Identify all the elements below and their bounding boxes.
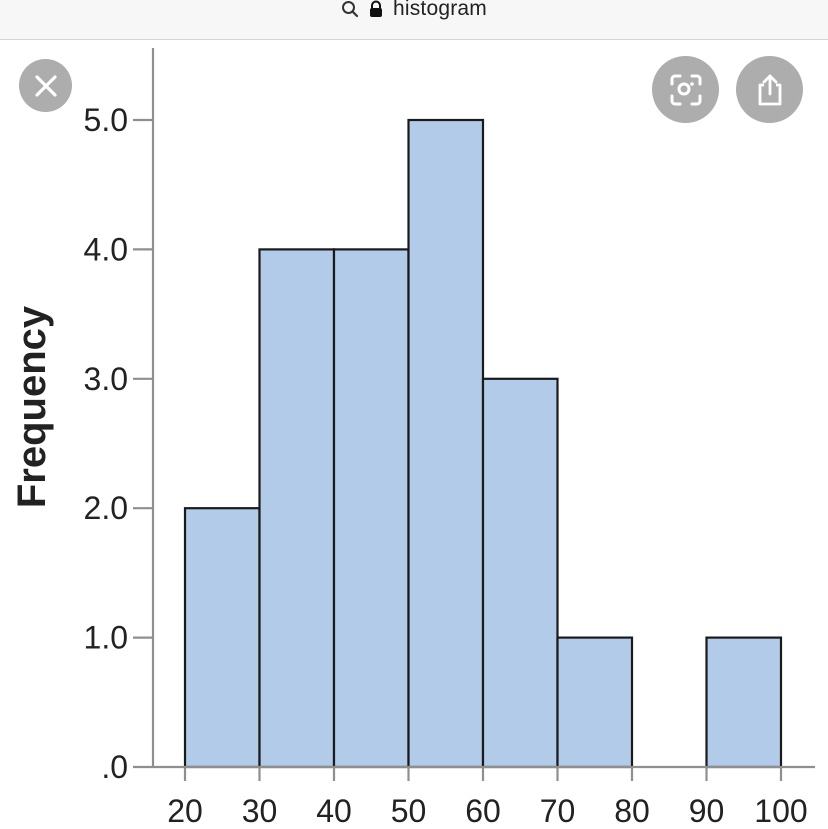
y-tick-label: 2.0 <box>84 490 128 526</box>
close-button[interactable] <box>19 59 72 112</box>
histogram-bar-50-60 <box>407 118 485 769</box>
y-tick-label: .0 <box>101 749 128 785</box>
histogram-bar-40-50 <box>332 248 410 769</box>
y-tick-label: 5.0 <box>84 102 128 138</box>
histogram-bar-60-70 <box>481 377 559 769</box>
x-tick-label: 70 <box>540 793 576 829</box>
y-tick-label: 1.0 <box>84 620 128 656</box>
y-tick-label: 4.0 <box>84 231 128 267</box>
histogram-bar-30-40 <box>258 248 336 769</box>
search-icon <box>341 0 359 18</box>
histogram-bar-90-100 <box>705 636 783 769</box>
url-text: histogram <box>392 0 487 20</box>
histogram-bars <box>183 118 783 769</box>
share-icon <box>755 73 785 107</box>
histogram-bar-20-30 <box>183 507 261 769</box>
x-tick-label: 50 <box>391 793 427 829</box>
x-tick-label: 20 <box>167 793 203 829</box>
x-axis-ticks: 20 30 40 50 60 70 80 90 100 <box>167 767 808 829</box>
x-tick-label: 80 <box>614 793 650 829</box>
y-axis-ticks: .0 1.0 2.0 3.0 4.0 5.0 <box>84 102 153 785</box>
x-tick-label: 40 <box>316 793 352 829</box>
x-tick-label: 100 <box>754 793 807 829</box>
y-axis-label: Frequency <box>10 305 54 508</box>
y-tick-label: 3.0 <box>84 361 128 397</box>
visual-lookup-button[interactable] <box>652 56 719 123</box>
close-icon <box>33 73 59 99</box>
x-tick-label: 30 <box>242 793 278 829</box>
url-bar[interactable]: histogram <box>0 0 828 40</box>
histogram-bar-70-80 <box>556 636 634 769</box>
visual-lookup-icon <box>669 73 703 107</box>
histogram-chart: .0 1.0 2.0 3.0 4.0 5.0 20 30 40 50 60 70 80 90 100 Fr… <box>10 48 815 829</box>
x-tick-label: 60 <box>465 793 501 829</box>
x-tick-label: 90 <box>689 793 725 829</box>
lock-icon <box>367 0 385 18</box>
share-button[interactable] <box>736 56 803 123</box>
